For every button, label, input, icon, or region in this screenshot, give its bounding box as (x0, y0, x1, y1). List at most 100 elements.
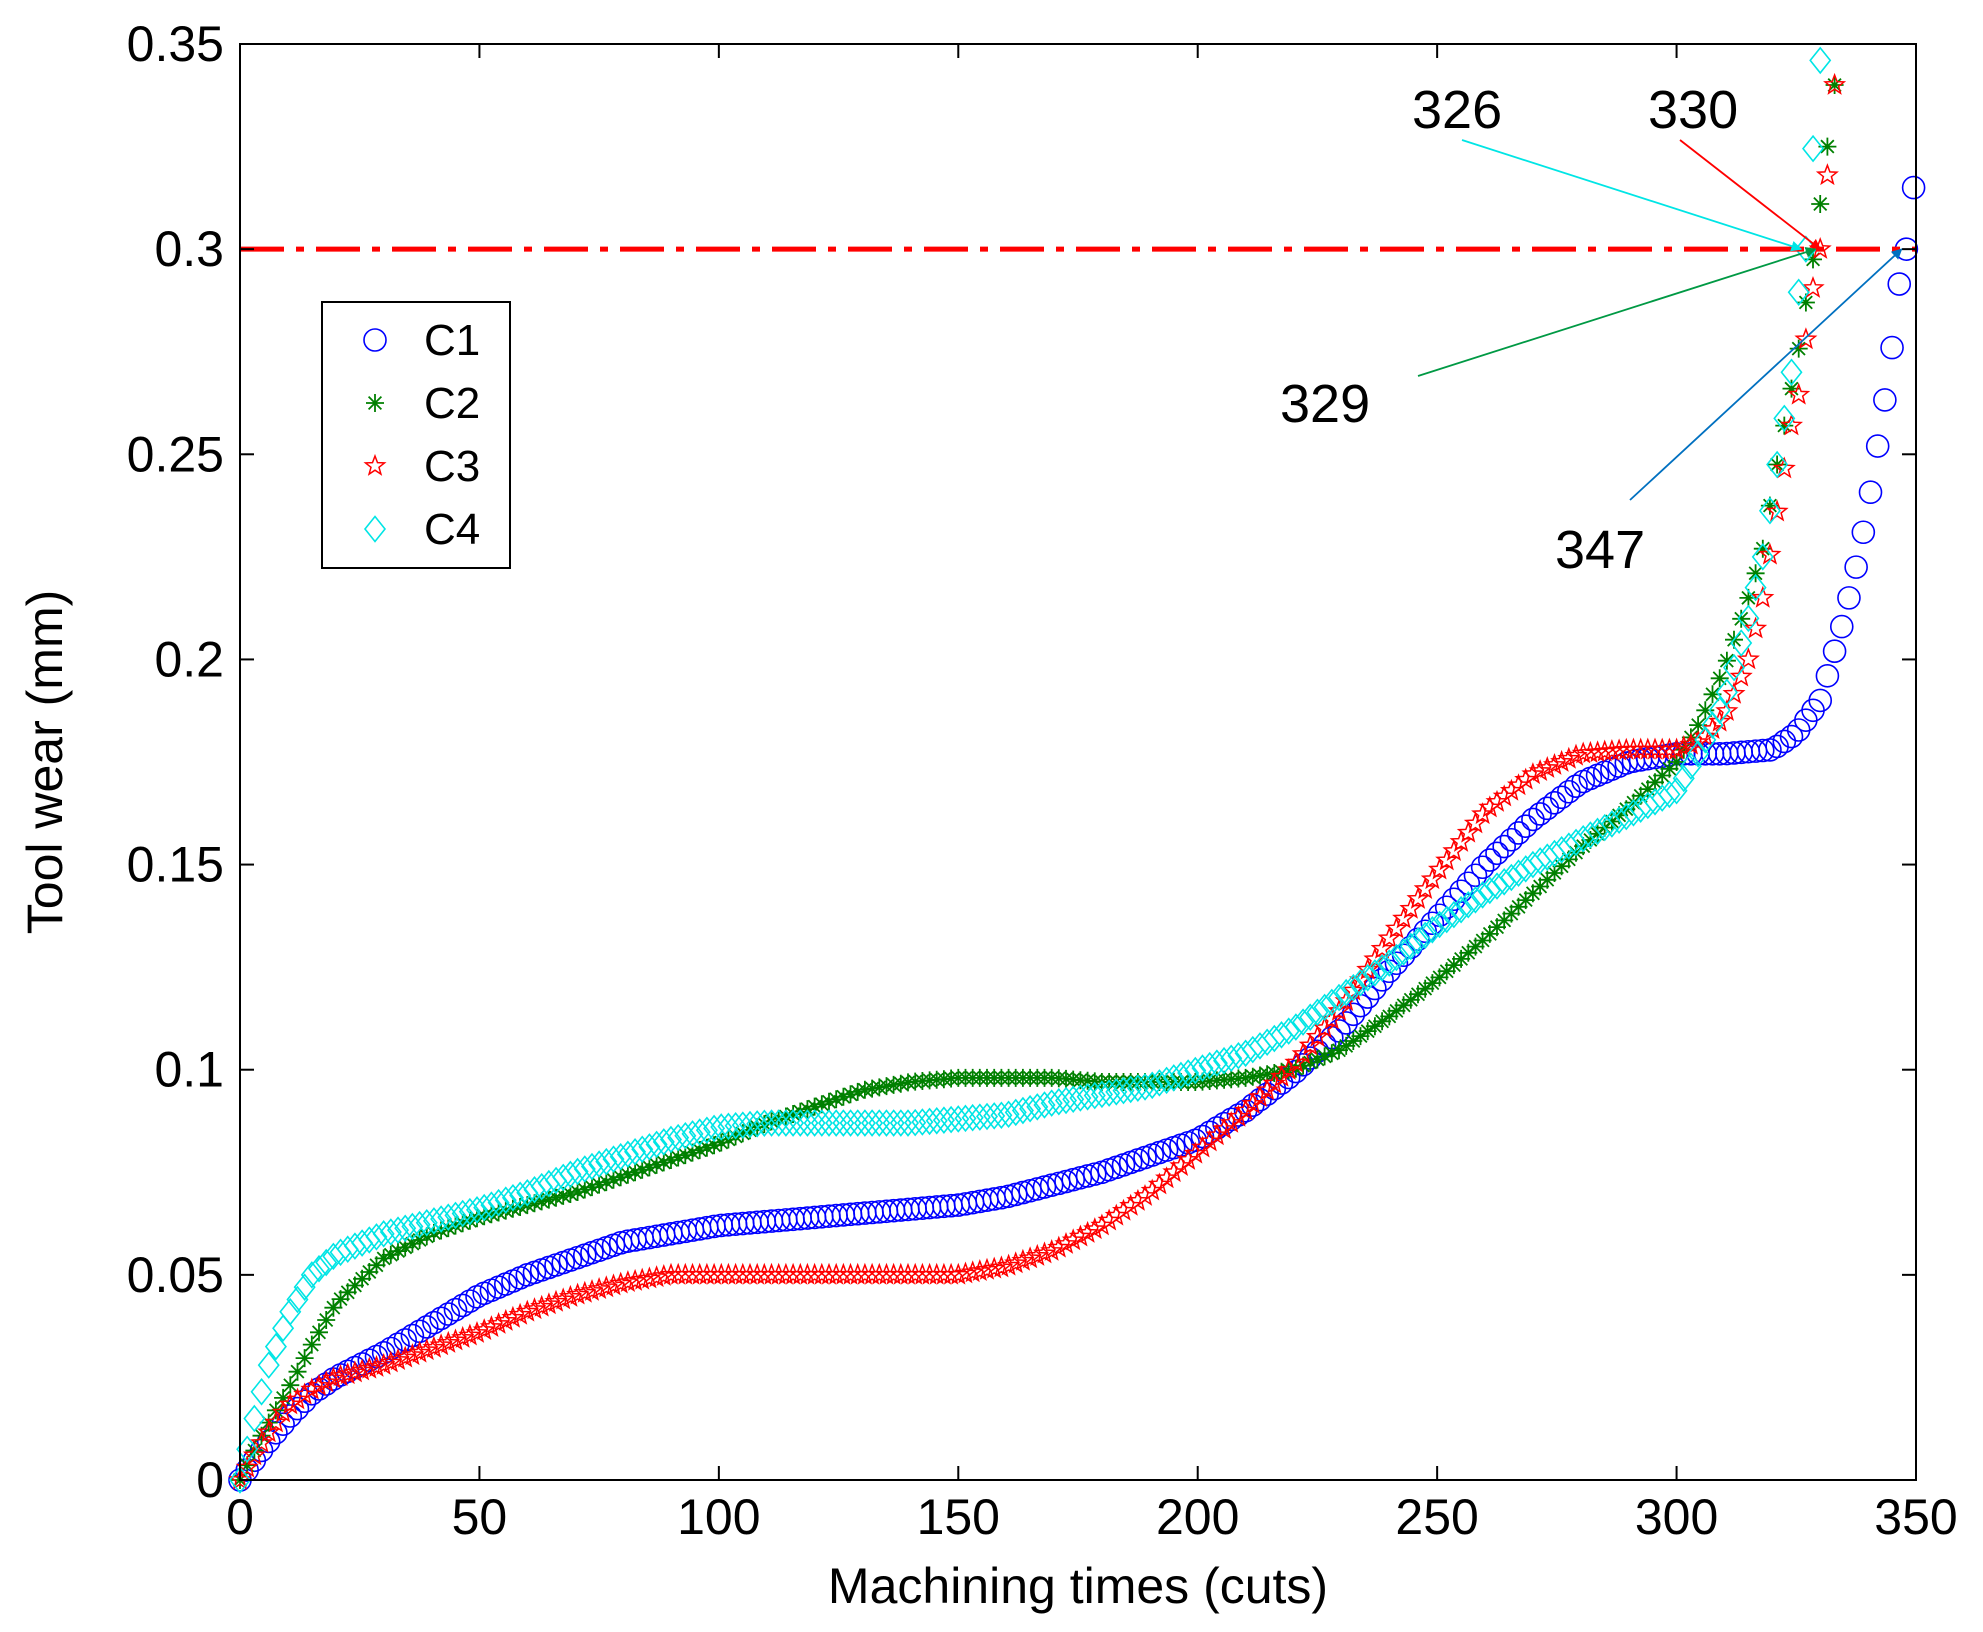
series-c4-point (1809, 46, 1832, 75)
series-c3-point (1061, 1228, 1085, 1251)
series-c3-point (314, 1370, 338, 1393)
series-c4-point (437, 1203, 460, 1231)
y-tick-label: 0.3 (154, 221, 224, 277)
series-c3-point (1025, 1243, 1049, 1266)
series-c3-point (1162, 1160, 1186, 1183)
series-c4-point (1320, 988, 1343, 1017)
series-c3-point (328, 1364, 353, 1387)
series-c1-point (1786, 718, 1811, 742)
series-c2-point (1732, 609, 1751, 628)
series-c4-point (782, 1109, 805, 1137)
series-c4-point (257, 1351, 280, 1379)
y-tick-label: 0.2 (154, 631, 224, 687)
series-c4-point (1406, 927, 1430, 955)
legend-label-c2: C2 (424, 379, 480, 428)
series-c3-point (1449, 829, 1473, 852)
series-c4-point (889, 1109, 912, 1137)
series-c4-point (473, 1193, 496, 1222)
x-tick-label: 250 (1395, 1489, 1478, 1545)
y-tick-label: 0.35 (127, 16, 224, 72)
series-c1-point (1068, 1166, 1093, 1190)
series-c2-point (302, 1335, 321, 1354)
series-c1-point (544, 1253, 568, 1277)
series-c2-point (1509, 897, 1528, 916)
series-c3-point (1068, 1224, 1092, 1247)
series-c4-point (394, 1214, 417, 1243)
series-c3-point (551, 1287, 575, 1310)
series-c2-point (1380, 1007, 1399, 1026)
series-c3-point (1406, 886, 1430, 909)
series-c2-point (561, 1185, 580, 1203)
series-c3-point (558, 1284, 582, 1307)
series-c4-point (501, 1183, 524, 1212)
series-c3-point (1097, 1208, 1121, 1231)
series-c3-point (594, 1275, 618, 1298)
series-c3-point (278, 1392, 302, 1415)
series-c1-point (1844, 555, 1868, 579)
series-c4-point (1457, 890, 1480, 919)
legend-label-c3: C3 (424, 442, 480, 491)
series-c1-point (436, 1302, 461, 1326)
series-c2-point (1351, 1027, 1370, 1046)
series-c2-point (1272, 1062, 1291, 1081)
series-c4-point (365, 1223, 388, 1251)
series-c4-point (559, 1160, 582, 1189)
series-c2-point (1373, 1012, 1392, 1031)
series-c4-point (386, 1216, 410, 1244)
series-c3-point (1772, 456, 1796, 479)
series-c2-point (503, 1199, 522, 1218)
plot-frame (239, 43, 1917, 1481)
series-c3-point (1032, 1241, 1057, 1264)
series-c4-point (293, 1273, 316, 1301)
series-c4-point (307, 1254, 331, 1283)
series-c3-point (982, 1256, 1006, 1279)
series-c2-point (784, 1105, 803, 1123)
series-c4-point (458, 1197, 481, 1226)
series-c2-point (640, 1158, 659, 1177)
series-c2-point (1452, 949, 1471, 968)
series-c2-point (403, 1234, 422, 1253)
series-c4-point (861, 1109, 884, 1137)
legend-marker-c2 (366, 394, 384, 412)
annotation-arrow-330 (1679, 139, 1822, 250)
series-c4-point (681, 1120, 704, 1148)
series-c4-point (1184, 1056, 1207, 1085)
series-c1-point (594, 1235, 619, 1260)
series-c1-point (1054, 1169, 1078, 1194)
series-c3-point (1823, 72, 1847, 95)
series-c2-point (690, 1141, 709, 1160)
series-c1-point (1018, 1178, 1042, 1203)
series-c2-point (1660, 759, 1679, 778)
series-c1-point (1011, 1180, 1035, 1205)
series-c2-point (712, 1133, 731, 1152)
series-c3-point (1155, 1166, 1179, 1189)
series-c2-point (1516, 891, 1535, 910)
series-c1-point (1506, 821, 1531, 845)
series-c1-point (1794, 708, 1818, 732)
series-c3-point (1751, 585, 1775, 608)
series-c2-point (1610, 806, 1629, 825)
series-c3-point (343, 1360, 367, 1383)
series-c2-point (741, 1121, 759, 1140)
series-c2-point (1531, 877, 1550, 896)
series-c1-point (1341, 1002, 1366, 1027)
series-c4-point (1435, 905, 1458, 934)
series-c1-point (1851, 520, 1876, 545)
series-c1-point (1880, 335, 1904, 360)
series-c1-point (1535, 796, 1560, 821)
series-c2-point (1437, 962, 1456, 981)
series-c1-point (1772, 729, 1797, 754)
series-c3-point (1291, 1041, 1315, 1064)
series-c3-point (601, 1273, 626, 1296)
series-c2-point (1602, 812, 1621, 831)
series-c3-point (1370, 936, 1394, 959)
series-c2-point (841, 1085, 860, 1104)
series-c2-point (1703, 685, 1722, 704)
series-c3-point (1729, 664, 1753, 687)
series-c3-point (587, 1277, 611, 1300)
series-c2-point (575, 1180, 594, 1199)
series-c2-point (1480, 924, 1499, 943)
annotation-arrow-326 (1461, 139, 1803, 252)
series-c2-point (1581, 831, 1600, 849)
series-c4-point (882, 1109, 905, 1137)
